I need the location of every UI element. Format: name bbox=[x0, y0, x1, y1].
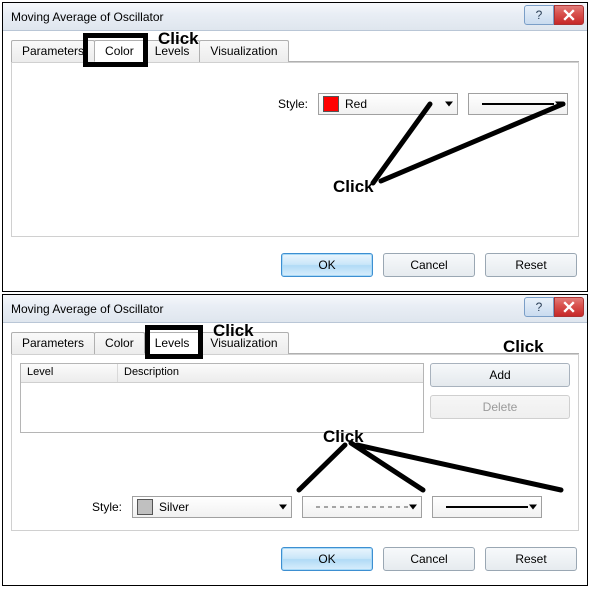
tab-color[interactable]: Color bbox=[94, 332, 145, 354]
titlebar-buttons: ? bbox=[524, 5, 584, 25]
cancel-button[interactable]: Cancel bbox=[383, 253, 475, 277]
tab-visualization[interactable]: Visualization bbox=[199, 332, 288, 354]
color-swatch bbox=[137, 499, 153, 515]
tab-visualization[interactable]: Visualization bbox=[199, 40, 288, 62]
reset-button[interactable]: Reset bbox=[485, 253, 577, 277]
color-swatch bbox=[323, 96, 339, 112]
list-header: Level Description bbox=[21, 364, 423, 383]
close-button[interactable] bbox=[554, 5, 584, 25]
width-style-combo[interactable] bbox=[432, 496, 542, 518]
chevron-down-icon bbox=[529, 505, 537, 510]
tab-parameters[interactable]: Parameters bbox=[11, 332, 95, 354]
col-description[interactable]: Description bbox=[118, 364, 423, 382]
color-name: Red bbox=[345, 97, 367, 111]
style-label: Style: bbox=[92, 500, 122, 514]
help-button[interactable]: ? bbox=[524, 5, 554, 25]
color-combo[interactable]: Red bbox=[318, 93, 458, 115]
close-button[interactable] bbox=[554, 297, 584, 317]
delete-button: Delete bbox=[430, 395, 570, 419]
chevron-down-icon bbox=[445, 102, 453, 107]
dash-style-combo[interactable] bbox=[302, 496, 422, 518]
close-icon bbox=[563, 9, 575, 21]
panel-body: Level Description Add Delete Style: Silv… bbox=[11, 354, 579, 531]
tab-levels[interactable]: Levels bbox=[144, 40, 201, 62]
dialog-levels: Moving Average of Oscillator ? Parameter… bbox=[2, 294, 588, 586]
chevron-down-icon bbox=[279, 505, 287, 510]
panel-body: Style: Red bbox=[11, 62, 579, 237]
dialog-color: Moving Average of Oscillator ? Parameter… bbox=[2, 2, 588, 292]
tab-parameters[interactable]: Parameters bbox=[11, 40, 95, 62]
add-button[interactable]: Add bbox=[430, 363, 570, 387]
chevron-down-icon bbox=[409, 505, 417, 510]
tabstrip: Parameters Color Levels Visualization bbox=[11, 331, 579, 354]
color-name: Silver bbox=[159, 500, 189, 514]
ok-button[interactable]: OK bbox=[281, 253, 373, 277]
titlebar-buttons: ? bbox=[524, 297, 584, 317]
tabstrip: Parameters Color Levels Visualization bbox=[11, 39, 579, 62]
dash-preview-icon bbox=[307, 497, 417, 517]
reset-button[interactable]: Reset bbox=[485, 547, 577, 571]
cancel-button[interactable]: Cancel bbox=[383, 547, 475, 571]
titlebar: Moving Average of Oscillator ? bbox=[3, 295, 587, 323]
line-preview-icon bbox=[473, 94, 563, 114]
line-style-combo[interactable] bbox=[468, 93, 568, 115]
help-button[interactable]: ? bbox=[524, 297, 554, 317]
dialog-buttons: OK Cancel Reset bbox=[3, 245, 587, 287]
col-level[interactable]: Level bbox=[21, 364, 118, 382]
dialog-buttons: OK Cancel Reset bbox=[3, 539, 587, 581]
window-title: Moving Average of Oscillator bbox=[11, 302, 164, 316]
levels-list[interactable]: Level Description bbox=[20, 363, 424, 433]
tab-levels[interactable]: Levels bbox=[144, 332, 201, 354]
titlebar: Moving Average of Oscillator ? bbox=[3, 3, 587, 31]
style-label: Style: bbox=[278, 97, 308, 111]
ok-button[interactable]: OK bbox=[281, 547, 373, 571]
color-combo[interactable]: Silver bbox=[132, 496, 292, 518]
window-title: Moving Average of Oscillator bbox=[11, 10, 164, 24]
tab-color[interactable]: Color bbox=[94, 40, 145, 62]
close-icon bbox=[563, 301, 575, 313]
width-preview-icon bbox=[437, 497, 537, 517]
chevron-down-icon bbox=[555, 102, 563, 107]
